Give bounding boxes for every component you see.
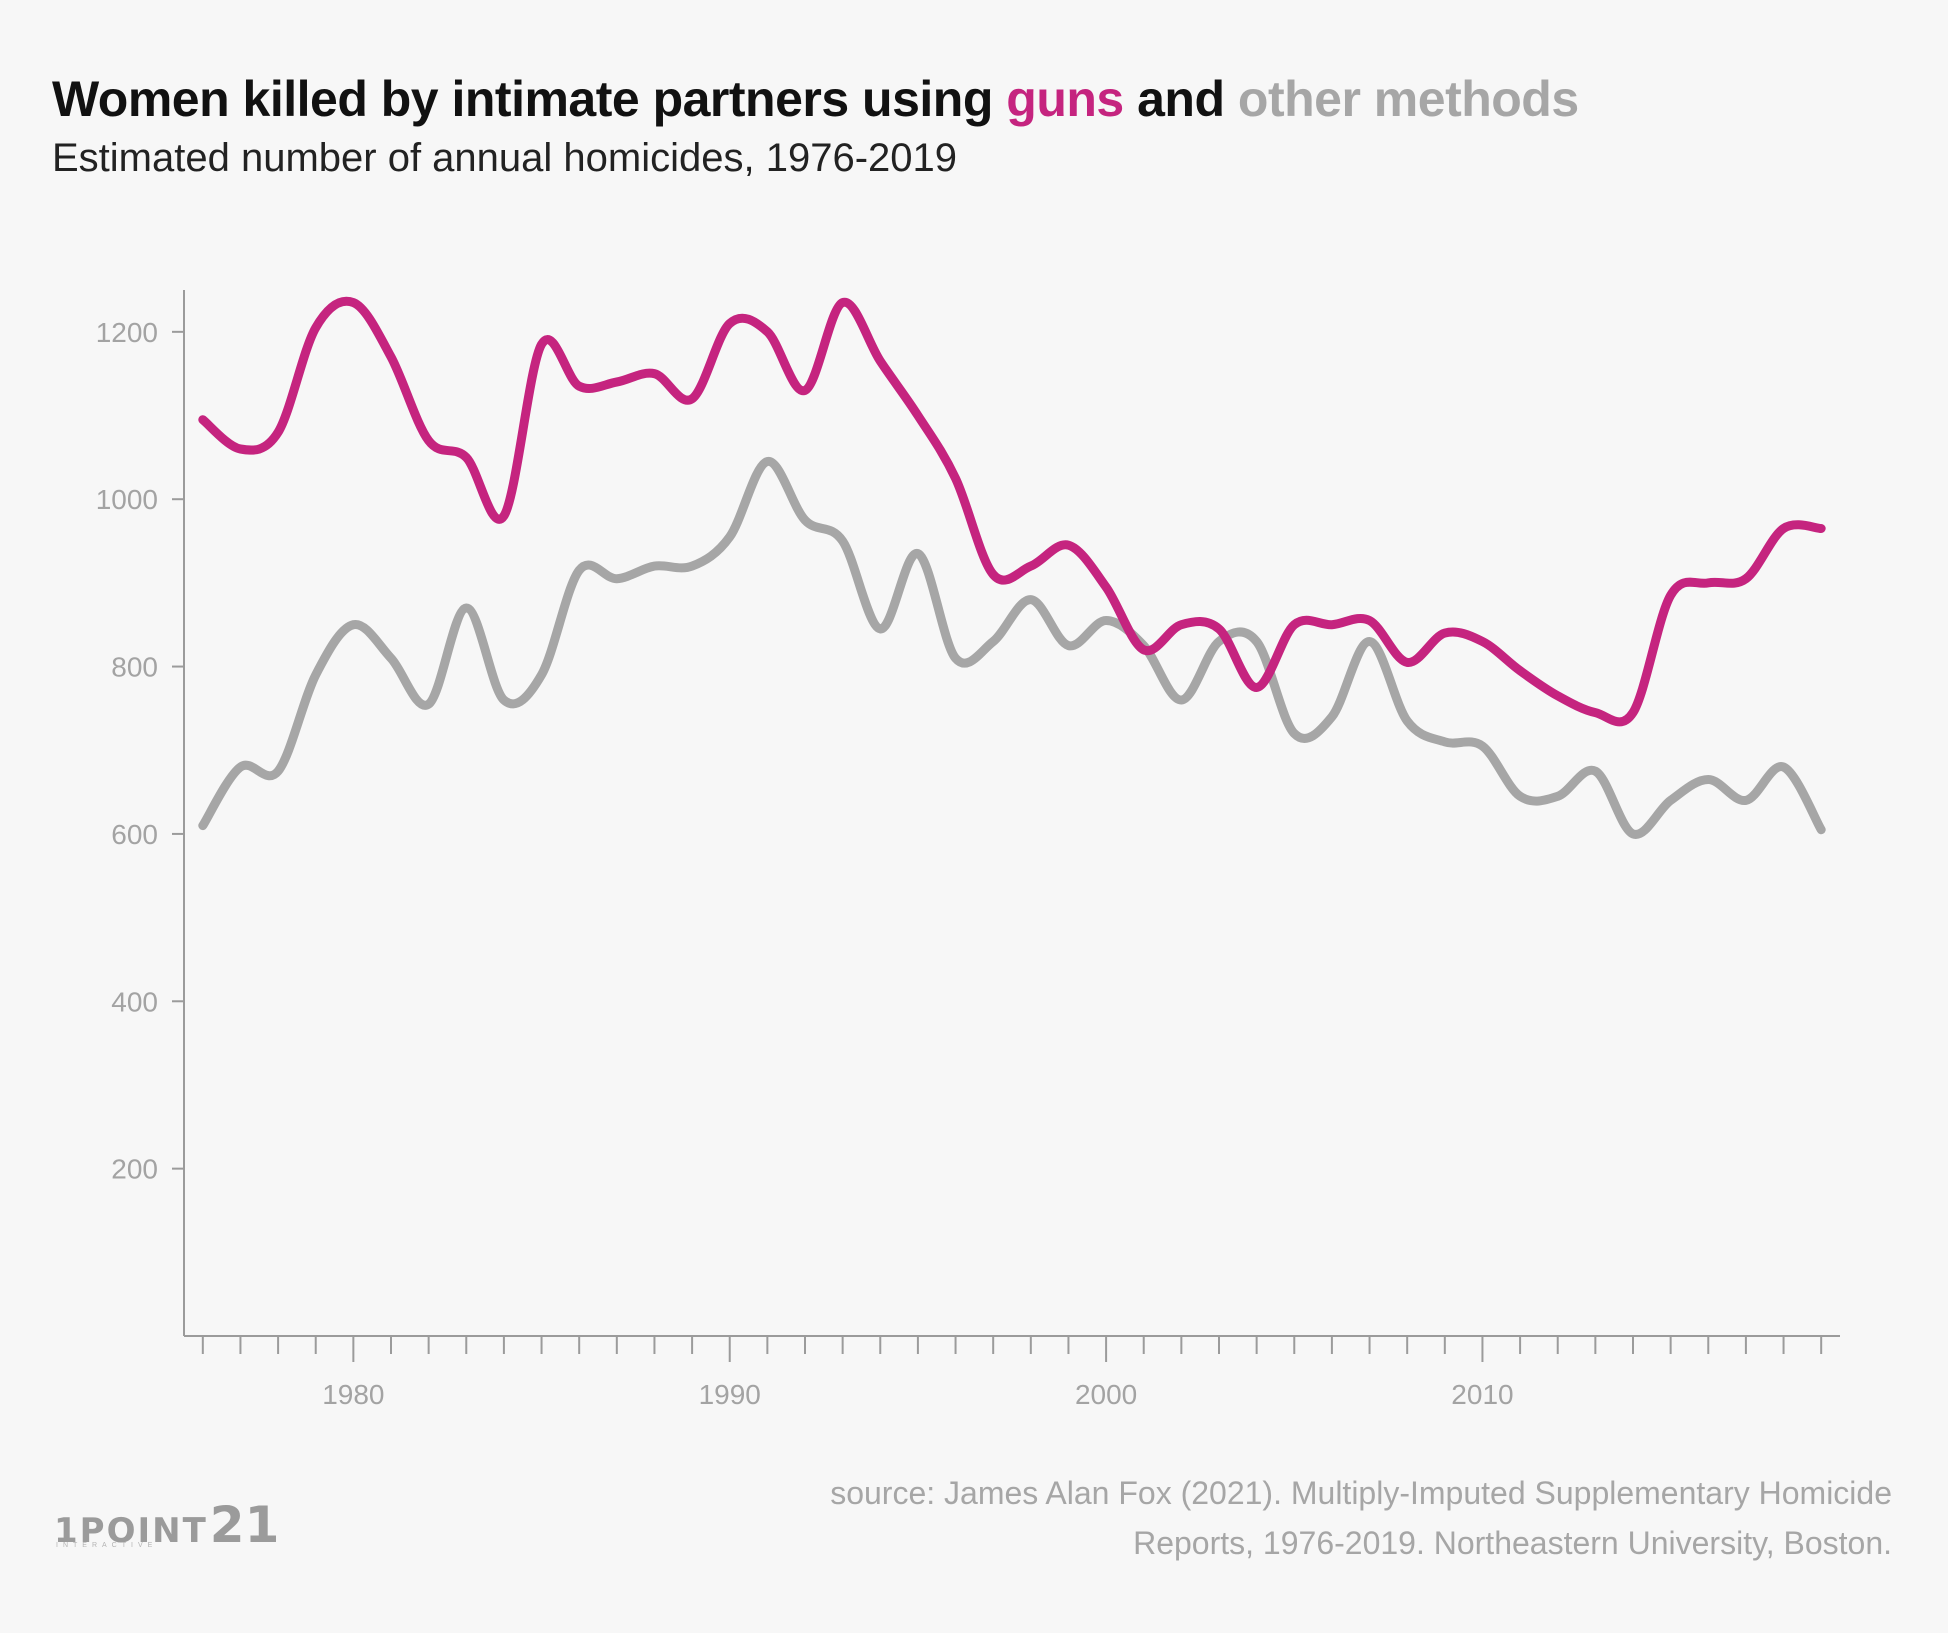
series-line-guns	[198, 296, 1826, 727]
x-tick-label-1980: 1980	[322, 1379, 384, 1410]
source-line-1: source: James Alan Fox (2021). Multiply-…	[830, 1475, 1892, 1511]
y-tick-label-600: 600	[111, 819, 158, 850]
title-part-2: and	[1123, 71, 1238, 127]
logo-tagline: INTERACTIVE	[56, 1542, 158, 1549]
series-line-other-methods	[198, 457, 1826, 839]
logo-text: 1POINT	[54, 1511, 208, 1551]
title-part-1: Women killed by intimate partners using	[52, 71, 1007, 127]
title-guns-keyword: guns	[1006, 71, 1124, 127]
y-tick-label-1200: 1200	[96, 317, 158, 348]
source-line-2: Reports, 1976-2019. Northeastern Univers…	[1133, 1525, 1892, 1561]
y-tick-label-400: 400	[111, 986, 158, 1017]
x-tick-label-2000: 2000	[1075, 1379, 1137, 1410]
x-tick-label-1990: 1990	[699, 1379, 761, 1410]
y-tick-label-200: 200	[111, 1154, 158, 1185]
brand-logo: 1POINT21 INTERACTIVE	[54, 1496, 279, 1554]
chart-subtitle: Estimated number of annual homicides, 19…	[52, 136, 957, 180]
logo-number: 21	[209, 1496, 280, 1554]
y-tick-label-800: 800	[111, 652, 158, 683]
y-tick-label-1000: 1000	[96, 484, 158, 515]
x-tick-label-2010: 2010	[1451, 1379, 1513, 1410]
chart-title: Women killed by intimate partners using …	[52, 70, 1579, 128]
title-other-keyword: other methods	[1237, 71, 1579, 127]
source-note: source: James Alan Fox (2021). Multiply-…	[592, 1468, 1892, 1568]
